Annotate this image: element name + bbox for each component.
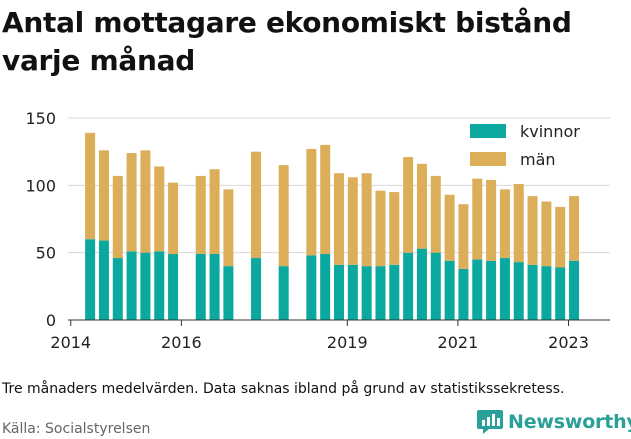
legend-swatch <box>470 152 506 166</box>
x-tick-label: 2019 <box>327 333 368 352</box>
bar-kvinnor <box>486 260 497 320</box>
bar-man <box>361 173 372 267</box>
x-tick-label: 2023 <box>548 333 589 352</box>
legend-label: män <box>520 150 556 169</box>
bar-man <box>168 182 179 255</box>
bar-kvinnor <box>541 266 552 320</box>
bar-man <box>278 165 289 267</box>
bar-man <box>555 206 566 268</box>
y-tick-label: 150 <box>25 109 56 128</box>
bar-kvinnor <box>98 240 109 320</box>
bar-man <box>472 178 483 260</box>
bar-man <box>527 196 538 265</box>
bar-kvinnor <box>375 266 386 320</box>
bar-kvinnor <box>472 259 483 320</box>
bar-kvinnor <box>209 254 220 320</box>
stacked-bar-chart: 0 50 100 150 2014 2016 2019 2021 2023 kvinnor mä… <box>25 109 610 352</box>
bar-kvinnor <box>140 252 151 320</box>
y-tick-label: 100 <box>25 176 56 195</box>
bar-man <box>320 144 331 255</box>
brand-name: Newsworthy <box>508 411 631 433</box>
bar-man <box>251 151 262 259</box>
bar-kvinnor <box>347 264 358 320</box>
bar-man <box>85 132 96 240</box>
bar-man <box>306 148 317 256</box>
bar-kvinnor <box>154 251 165 320</box>
bars <box>85 132 580 320</box>
bar-man <box>154 166 165 252</box>
bar-kvinnor <box>112 258 123 320</box>
bar-kvinnor <box>403 252 414 320</box>
chart-footnote: Tre månaders medelvärden. Data saknas ib… <box>2 381 565 397</box>
x-tick-label: 2014 <box>50 333 91 352</box>
bar-man <box>486 179 497 261</box>
newsworthy-logo: Newsworthy <box>476 409 631 435</box>
bar-man <box>513 183 524 263</box>
bar-man <box>347 177 358 265</box>
bar-man <box>499 189 510 259</box>
legend-swatch <box>470 124 506 138</box>
bar-kvinnor <box>513 262 524 320</box>
bar-man <box>389 192 400 265</box>
bar-kvinnor <box>555 267 566 320</box>
bar-man <box>334 173 344 265</box>
bar-kvinnor <box>458 268 469 320</box>
bar-man <box>209 169 220 255</box>
bar-man <box>140 150 151 253</box>
bar-man <box>126 153 137 252</box>
y-tick-label: 0 <box>46 311 56 330</box>
bar-kvinnor <box>334 264 344 320</box>
bar-man <box>430 175 441 253</box>
legend: kvinnor män <box>470 122 580 169</box>
bar-man <box>444 194 455 261</box>
bar-kvinnor <box>569 260 580 320</box>
bar-man <box>195 175 206 255</box>
bar-kvinnor <box>444 260 455 320</box>
bar-man <box>223 189 234 267</box>
bar-kvinnor <box>527 264 538 320</box>
bar-man <box>403 157 414 253</box>
bar-kvinnor <box>251 258 262 320</box>
bar-man <box>375 190 386 267</box>
y-tick-labels: 0 50 100 150 <box>25 109 56 330</box>
newsworthy-logo-icon <box>477 410 503 434</box>
source-credit: Källa: Socialstyrelsen <box>2 421 151 437</box>
legend-label: kvinnor <box>520 122 580 141</box>
bar-kvinnor <box>499 258 510 320</box>
bar-man <box>416 163 427 249</box>
bar-kvinnor <box>168 254 179 320</box>
bar-kvinnor <box>126 251 137 320</box>
bar-kvinnor <box>223 266 234 320</box>
bar-kvinnor <box>361 266 372 320</box>
chart-title: Antal mottagare ekonomiskt bistånd varje… <box>2 6 572 77</box>
bar-man <box>112 175 123 259</box>
bar-kvinnor <box>85 239 96 320</box>
x-tick-label: 2016 <box>161 333 202 352</box>
bar-kvinnor <box>389 264 400 320</box>
bar-kvinnor <box>320 254 331 320</box>
x-ticks: 2014 2016 2019 2021 2023 <box>50 320 589 352</box>
bar-kvinnor <box>430 252 441 320</box>
bar-man <box>569 196 580 261</box>
bar-man <box>98 150 109 241</box>
bar-man <box>541 201 552 267</box>
bar-kvinnor <box>306 255 317 320</box>
bar-kvinnor <box>278 266 289 320</box>
bar-man <box>458 204 469 269</box>
y-tick-label: 50 <box>36 244 56 263</box>
x-tick-label: 2021 <box>438 333 479 352</box>
bar-kvinnor <box>416 248 427 320</box>
bar-kvinnor <box>195 254 206 320</box>
